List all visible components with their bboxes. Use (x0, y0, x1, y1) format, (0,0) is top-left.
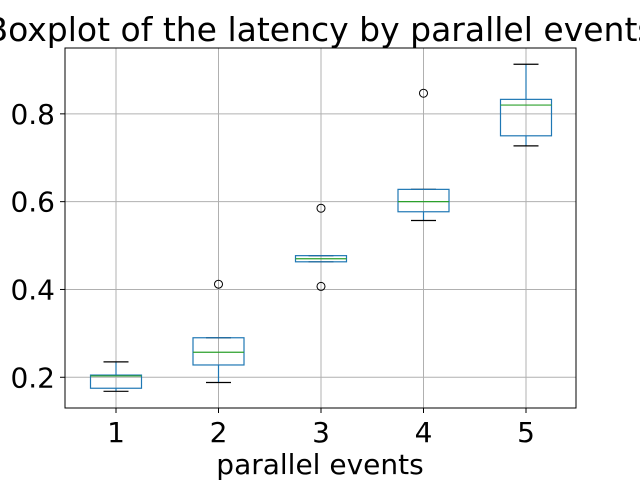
outlier-point (316, 203, 326, 213)
y-tick-label: 0.2 (10, 361, 55, 394)
x-tick-label: 5 (517, 416, 535, 449)
x-axis-label: parallel events (216, 448, 423, 480)
axis-ticks: 0.2 0.4 0.6 0.8 1 2 3 4 5 (10, 98, 534, 449)
grid-lines (65, 48, 576, 408)
y-tick-label: 0.6 (10, 186, 55, 219)
x-tick-label: 4 (415, 416, 433, 449)
box-iqr (397, 188, 450, 213)
y-tick-label: 0.4 (10, 273, 55, 306)
x-tick-label: 2 (210, 416, 228, 449)
outlier-point (316, 281, 326, 291)
chart-title: Boxplot of the latency by parallel event… (0, 10, 640, 49)
box-group-5 (499, 63, 553, 147)
y-tick-label: 0.8 (10, 98, 55, 131)
x-tick-label: 3 (312, 416, 330, 449)
box-group-4 (397, 88, 450, 222)
x-tick-label: 1 (107, 416, 125, 449)
box-group-1 (89, 361, 143, 392)
box-iqr (499, 98, 553, 137)
box-iqr (89, 374, 143, 389)
outlier-point (214, 279, 223, 289)
box-group-2 (192, 279, 245, 384)
box-iqr (192, 337, 245, 366)
outlier-point (419, 88, 428, 98)
box-layer (89, 63, 553, 392)
box-group-3 (294, 203, 348, 291)
